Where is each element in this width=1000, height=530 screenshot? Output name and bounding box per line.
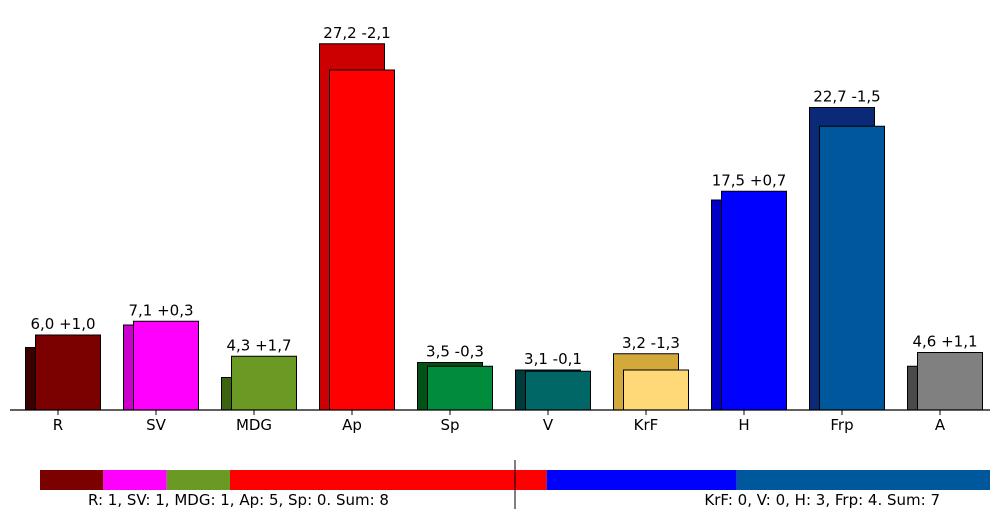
bar-label-V: 3,1 -0,1 (524, 350, 582, 368)
bar-label-A: 4,6 +1,1 (912, 333, 977, 351)
bar-label-R: 6,0 +1,0 (30, 315, 95, 333)
x-tick-label-V: V (543, 416, 554, 434)
bar-current-H (721, 190, 787, 411)
seat-segment-H (546, 470, 737, 490)
bar-current-Frp (819, 125, 885, 411)
seat-segment-SV (103, 470, 167, 490)
seat-summary-left: R: 1, SV: 1, MDG: 1, Ap: 5, Sp: 0. Sum: … (88, 491, 389, 509)
x-tick-label-SV: SV (146, 416, 167, 434)
bar-current-SV (133, 320, 199, 411)
bar-label-SV: 7,1 +0,3 (128, 301, 193, 319)
x-tick-label-A: A (935, 416, 946, 434)
bar-label-Sp: 3,5 -0,3 (426, 343, 484, 361)
x-tick-label-R: R (53, 416, 63, 434)
bar-current-V (525, 370, 591, 411)
seat-segment-R (40, 470, 104, 490)
x-tick-label-Sp: Sp (440, 416, 459, 434)
seat-segment-Ap (230, 470, 547, 490)
seat-summary-right: KrF: 0, V: 0, H: 3, Frp: 4. Sum: 7 (704, 491, 940, 509)
ticks-layer: R SV MDG Ap Sp V KrF H Frp A (53, 410, 946, 434)
bar-label-H: 17,5 +0,7 (712, 171, 787, 189)
x-tick-label-H: H (738, 416, 749, 434)
bar-current-Sp (427, 365, 493, 411)
bar-current-Ap (329, 69, 395, 411)
bar-label-KrF: 3,2 -1,3 (622, 334, 680, 352)
bars-layer: 6,0 +1,0 7,1 +0,3 4,3 +1,7 27,2 -2,1 3,5 -0,… (25, 24, 983, 411)
bar-current-R (35, 334, 101, 411)
bar-current-MDG (231, 355, 297, 411)
bar-label-MDG: 4,3 +1,7 (226, 336, 291, 354)
bar-label-Frp: 22,7 -1,5 (813, 88, 880, 106)
x-tick-label-MDG: MDG (236, 416, 272, 434)
seat-bar (40, 470, 990, 490)
seat-segment-MDG (166, 470, 230, 490)
seat-segment-Frp (736, 470, 990, 490)
bar-current-A (917, 352, 983, 411)
bar-current-KrF (623, 369, 689, 411)
x-tick-label-Frp: Frp (830, 416, 853, 434)
x-tick-label-KrF: KrF (634, 416, 659, 434)
x-tick-label-Ap: Ap (342, 416, 362, 434)
bar-label-Ap: 27,2 -2,1 (323, 24, 390, 42)
